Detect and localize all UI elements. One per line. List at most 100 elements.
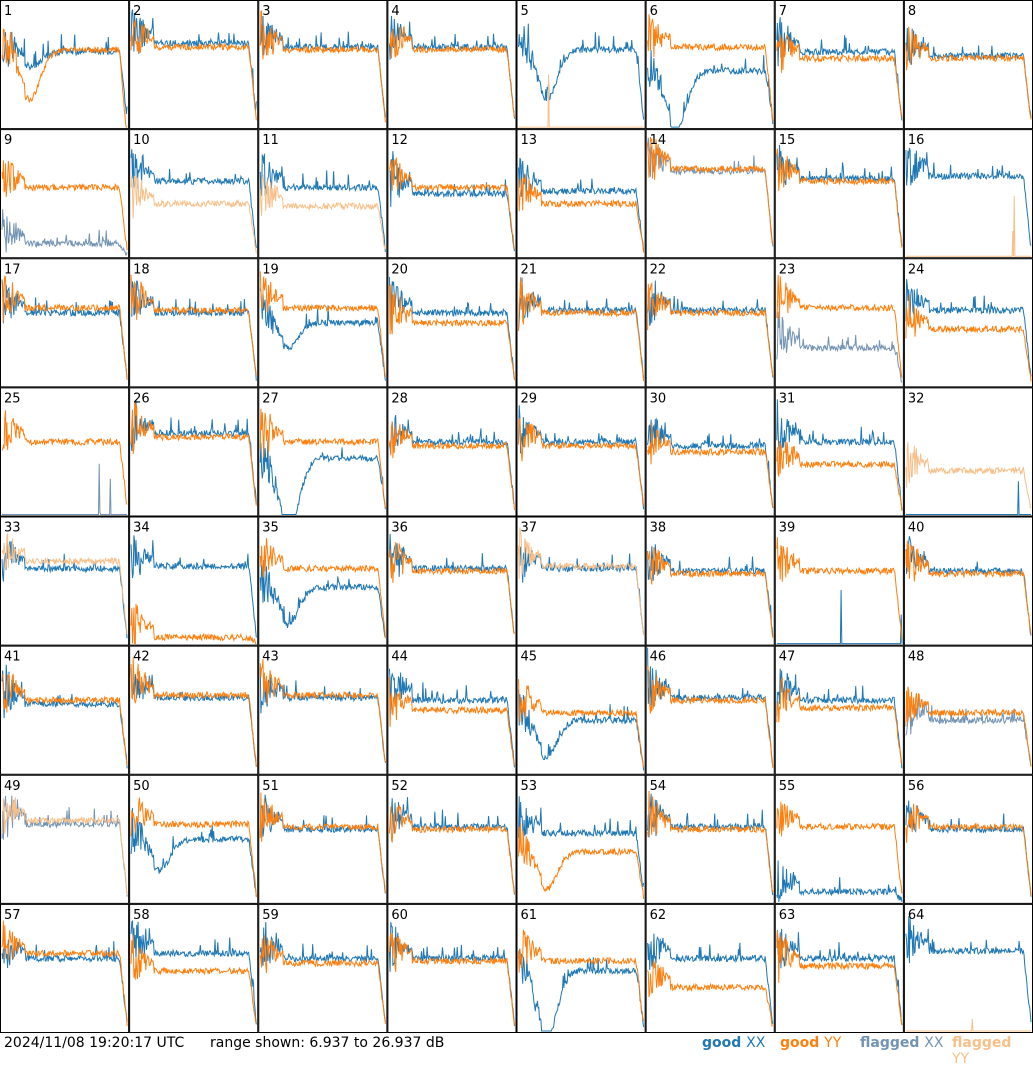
panel-11: 11 (258, 129, 388, 259)
panel-frame (903, 516, 1033, 646)
panel-5: 5 (516, 0, 646, 130)
series-xx-panel-2 (130, 9, 257, 111)
series-xx-panel-63 (776, 928, 903, 1026)
panel-label: 1 (4, 4, 12, 19)
series-yy-panel-26 (130, 401, 257, 506)
panel-label: 21 (521, 262, 538, 277)
series-yy-panel-14 (647, 137, 774, 245)
series-yy-panel-50 (130, 797, 257, 898)
panel-label: 39 (779, 521, 796, 536)
panel-frame (903, 774, 1033, 904)
series-yy-panel-6 (647, 14, 774, 122)
panel-label: 14 (650, 133, 667, 148)
series-xx-panel-56 (905, 800, 1032, 897)
series-yy-panel-1 (1, 28, 128, 128)
series-yy-panel-16 (905, 196, 1031, 257)
panel-frame (774, 387, 904, 517)
panel-label: 29 (521, 391, 538, 406)
series-yy-panel-47 (776, 677, 903, 765)
series-xx-panel-11 (259, 153, 386, 253)
series-yy-panel-35 (259, 538, 386, 639)
series-yy-panel-15 (776, 148, 903, 248)
series-xx-panel-31 (776, 399, 903, 510)
panel-label: 43 (262, 650, 279, 665)
panel-37: 37 (516, 516, 646, 646)
panel-62: 62 (645, 903, 775, 1033)
panel-40: 40 (903, 516, 1033, 646)
series-xx-panel-5 (518, 23, 645, 120)
timestamp: 2024/11/08 19:20:17 UTC (4, 1035, 185, 1051)
panel-32: 32 (903, 387, 1033, 517)
panel-label: 38 (650, 521, 667, 536)
panel-frame (129, 903, 259, 1033)
panel-frame (774, 903, 904, 1033)
legend-flagged-yy: flagged YY (952, 1035, 1012, 1067)
series-xx-panel-49 (1, 795, 128, 897)
series-yy-panel-20 (388, 284, 515, 381)
panel-61: 61 (516, 903, 646, 1033)
panel-frame (645, 0, 775, 130)
series-xx-panel-43 (259, 667, 386, 763)
panel-label: 44 (391, 650, 408, 665)
series-yy-panel-11 (259, 174, 386, 250)
series-xx-panel-32 (905, 481, 1031, 515)
series-xx-panel-60 (388, 922, 515, 1027)
panel-label: 46 (650, 650, 667, 665)
panel-frame (387, 0, 517, 130)
panel-6: 6 (645, 0, 775, 130)
series-yy-panel-21 (518, 277, 645, 382)
panel-36: 36 (387, 516, 517, 646)
panel-label: 25 (4, 391, 21, 406)
series-yy-panel-40 (905, 540, 1032, 635)
series-xx-panel-7 (776, 17, 903, 121)
panel-64: 64 (903, 903, 1033, 1033)
panel-frame (129, 129, 259, 259)
series-yy-panel-3 (259, 10, 386, 123)
series-yy-panel-32 (905, 442, 1032, 509)
panel-frame (516, 387, 646, 517)
series-xx-panel-27 (259, 439, 386, 515)
series-yy-panel-12 (388, 157, 515, 250)
panel-label: 5 (521, 4, 529, 19)
panel-45: 45 (516, 645, 646, 775)
series-yy-panel-9 (1, 160, 128, 251)
series-yy-panel-19 (259, 271, 386, 378)
panel-41: 41 (0, 645, 130, 775)
panel-51: 51 (258, 774, 388, 904)
panel-label: 24 (908, 262, 925, 277)
footer: 2024/11/08 19:20:17 UTC range shown: 6.9… (0, 1033, 1033, 1067)
panel-label: 30 (650, 391, 667, 406)
series-yy-panel-22 (647, 281, 774, 377)
legend-good-xx: good XX (702, 1035, 766, 1051)
panel-frame (0, 516, 130, 646)
panel-frame (129, 645, 259, 775)
series-xx-panel-38 (647, 544, 774, 637)
series-yy-panel-28 (388, 422, 515, 511)
series-xx-panel-23 (776, 311, 903, 383)
panel-39: 39 (774, 516, 904, 646)
series-xx-panel-21 (518, 277, 645, 378)
series-yy-panel-60 (388, 932, 515, 1026)
panel-label: 2 (133, 4, 141, 19)
panel-44: 44 (387, 645, 517, 775)
panel-frame (258, 258, 388, 388)
series-xx-panel-46 (647, 647, 774, 766)
series-yy-panel-8 (905, 26, 1032, 120)
panel-frame (516, 516, 646, 646)
panel-label: 53 (521, 779, 538, 794)
panel-label: 62 (650, 908, 667, 923)
panel-label: 31 (779, 391, 796, 406)
panel-9: 9 (0, 129, 130, 259)
series-yy-panel-17 (1, 275, 128, 380)
series-yy-panel-55 (776, 801, 903, 894)
panel-50: 50 (129, 774, 259, 904)
panel-frame (645, 258, 775, 388)
panel-25: 25 (0, 387, 130, 517)
panel-label: 58 (133, 908, 150, 923)
series-xx-panel-29 (518, 405, 645, 510)
panel-label: 59 (262, 908, 279, 923)
panel-label: 57 (4, 908, 21, 923)
series-yy-panel-39 (776, 537, 903, 640)
panel-frame (774, 774, 904, 904)
